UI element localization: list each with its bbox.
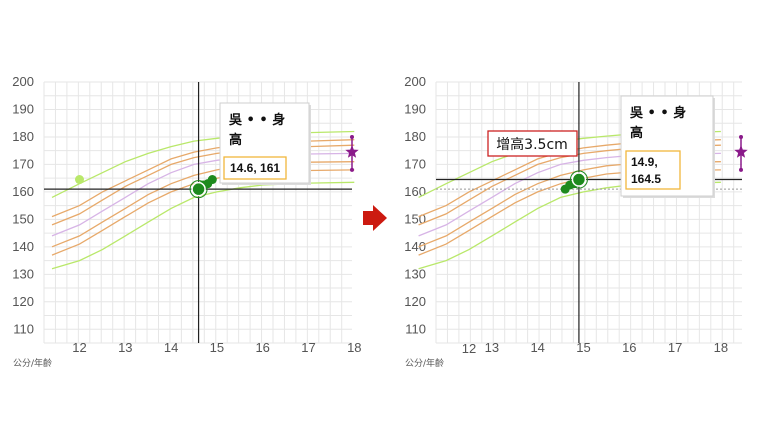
y-tick-label: 170 — [12, 156, 34, 171]
y-tick-label: 130 — [404, 266, 426, 281]
target-range-top — [739, 134, 743, 139]
selected-point[interactable] — [571, 172, 587, 187]
selected-point[interactable] — [191, 181, 206, 197]
y-tick-label: 150 — [12, 211, 34, 226]
x-tick-label: 16 — [622, 340, 636, 355]
selected-point-ring — [189, 180, 208, 199]
x-tick-label: 17 — [668, 340, 682, 355]
data-tooltip: 吳 • • 身高 14.9, 164.5 — [620, 95, 715, 198]
x-tick-label: 18 — [714, 340, 728, 355]
tooltip-value: 14.9, — [631, 155, 658, 169]
growth-chart-after: 110 120 130 140 150 160 170 180 190 200 12 13 14 15 16… — [404, 74, 748, 369]
x-tick-label: 12 — [462, 341, 476, 356]
y-tick-label: 170 — [404, 156, 426, 171]
tooltip-name-cont: 高 — [229, 132, 242, 148]
y-tick-label: 110 — [405, 321, 426, 336]
x-tick-label: 18 — [347, 340, 361, 355]
height-gain-annotation: 增高3.5cm — [487, 130, 578, 157]
y-tick-label: 200 — [404, 74, 426, 89]
selected-point-ring — [569, 170, 588, 189]
tooltip-value-box — [223, 156, 287, 180]
y-tick-label: 180 — [12, 129, 34, 144]
y-tick-label: 120 — [404, 294, 426, 309]
measurement-points — [560, 170, 588, 194]
axis-unit-label: 公分/年齡 — [405, 357, 444, 369]
grid — [435, 81, 742, 344]
x-tick-label: 14 — [530, 340, 544, 355]
y-tick-label: 120 — [12, 294, 34, 309]
y-tick-label: 160 — [404, 184, 426, 199]
tooltip-name-cont: 高 — [630, 125, 643, 141]
y-tick-label: 110 — [13, 321, 34, 336]
y-tick-label: 190 — [12, 101, 34, 116]
target-star-icon — [345, 145, 359, 158]
y-tick-label: 130 — [12, 266, 34, 281]
y-tick-label: 190 — [404, 101, 426, 116]
growth-chart-before: 110 120 130 140 150 160 170 180 190 200 12 13 14 15 16… — [12, 74, 361, 369]
x-tick-label: 16 — [255, 340, 269, 355]
x-tick-label: 15 — [210, 340, 224, 355]
arrow-head — [373, 205, 387, 231]
target-range-bottom — [739, 167, 743, 172]
tooltip-name: 吳 • • 身 — [629, 105, 686, 121]
y-tick-label: 160 — [12, 184, 34, 199]
y-tick-label: 180 — [404, 129, 426, 144]
x-tick-label: 14 — [164, 340, 178, 355]
tooltip-value-box — [625, 150, 681, 190]
data-tooltip: 吳 • • 身高 14.6, 161 — [219, 102, 311, 185]
x-tick-label: 13 — [485, 340, 499, 355]
target-range-top — [350, 134, 354, 139]
y-tick-label: 140 — [404, 239, 426, 254]
arrow-shaft — [363, 211, 373, 225]
tooltip-value-cont: 164.5 — [631, 172, 661, 186]
annotation-text: 增高3.5cm — [496, 136, 568, 153]
right-arrow-icon — [363, 205, 387, 231]
annotation-box — [487, 130, 578, 157]
x-tick-label: 13 — [118, 340, 132, 355]
x-tick-label: 17 — [301, 340, 315, 355]
axis-unit-label: 公分/年齡 — [13, 357, 52, 369]
tooltip-value: 14.6, 161 — [230, 161, 280, 175]
measurement-point[interactable] — [207, 175, 217, 185]
target-star-icon — [734, 145, 748, 158]
target-range-bottom — [350, 167, 354, 172]
y-tick-label: 140 — [12, 239, 34, 254]
measurement-points — [189, 175, 217, 199]
reference-point — [75, 175, 84, 185]
x-tick-label: 15 — [576, 340, 590, 355]
x-tick-label: 12 — [72, 340, 86, 355]
tooltip-name: 吳 • • 身 — [228, 112, 285, 128]
y-tick-label: 200 — [12, 74, 34, 89]
y-tick-label: 150 — [404, 211, 426, 226]
